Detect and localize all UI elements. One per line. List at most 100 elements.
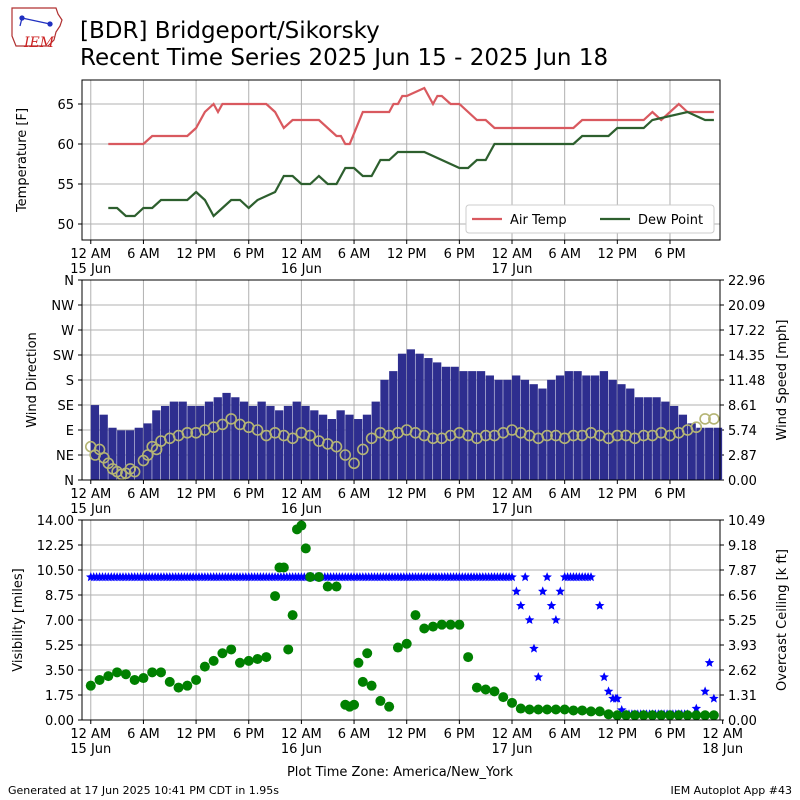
ceiling-point bbox=[498, 692, 509, 703]
chart-title-line-2: Recent Time Series 2025 Jun 15 - 2025 Ju… bbox=[80, 45, 609, 71]
ceiling-point bbox=[357, 676, 368, 687]
wind-speed-bar bbox=[406, 349, 415, 480]
x-date-label: 16 Jun bbox=[281, 502, 322, 517]
wind-speed-bar bbox=[204, 401, 214, 480]
wind-speed-bar bbox=[222, 392, 231, 480]
x-tick-label: 12 PM bbox=[176, 247, 216, 262]
ceiling-point bbox=[199, 661, 210, 672]
iem-logo-icon bbox=[11, 7, 63, 47]
y-right-tick-label: 10.49 bbox=[728, 514, 765, 529]
ceiling-point bbox=[410, 610, 421, 621]
y-tick-label: 1.75 bbox=[45, 689, 74, 704]
wind-direction-point bbox=[128, 465, 141, 478]
series-line-air-temp bbox=[108, 86, 714, 146]
ceiling-point bbox=[103, 671, 114, 682]
wind-speed-bar bbox=[283, 405, 293, 480]
x-tick-label: 12 AM bbox=[492, 487, 533, 502]
ceiling-point bbox=[191, 674, 202, 685]
wind-speed-bar bbox=[696, 427, 705, 480]
ceiling-point bbox=[112, 667, 123, 678]
y-tick-label: 14.00 bbox=[37, 514, 74, 529]
wind-speed-bar bbox=[397, 353, 407, 480]
y-tick-label: 7.00 bbox=[45, 614, 74, 629]
x-tick-label: 6 PM bbox=[654, 727, 685, 742]
y-tick-label: 10.50 bbox=[37, 564, 74, 579]
app-footer: IEM Autoplot App #43 bbox=[670, 784, 793, 797]
wind-direction-point bbox=[330, 440, 343, 453]
ceiling-point bbox=[515, 703, 526, 714]
ceiling-point bbox=[287, 610, 298, 621]
y-axis-label: Wind Direction bbox=[25, 332, 40, 428]
ceiling-point bbox=[612, 710, 623, 721]
x-tick-label: 12 AM bbox=[70, 727, 111, 742]
wind-speed-bar bbox=[678, 414, 688, 480]
ceiling-point bbox=[568, 705, 579, 716]
wind-direction-point bbox=[357, 443, 369, 456]
wind-direction-point bbox=[690, 421, 703, 434]
wind-speed-bar bbox=[433, 362, 442, 480]
wind-speed-bar bbox=[90, 405, 100, 480]
wind-speed-bar bbox=[669, 405, 679, 480]
wind-speed-bar bbox=[266, 405, 275, 480]
x-tick-label: 6 AM bbox=[338, 727, 371, 742]
wind-speed-bar bbox=[389, 371, 398, 480]
x-tick-label: 12 PM bbox=[387, 247, 427, 262]
y-tick-label: 0.00 bbox=[45, 714, 74, 729]
ceiling-point bbox=[349, 699, 360, 710]
x-tick-label: 6 PM bbox=[444, 487, 475, 502]
visibility-point bbox=[507, 572, 517, 582]
wind-direction-point bbox=[365, 432, 378, 445]
ceiling-point bbox=[550, 704, 561, 715]
wind-speed-bar bbox=[485, 375, 494, 480]
visibility-point bbox=[709, 693, 719, 703]
x-date-label: 18 Jun bbox=[702, 742, 743, 757]
y-tick-label: 60 bbox=[57, 138, 74, 153]
ceiling-point bbox=[155, 667, 166, 678]
y-tick-label: NW bbox=[51, 299, 74, 314]
x-date-label: 17 Jun bbox=[492, 262, 533, 277]
y-right-tick-label: 17.22 bbox=[728, 324, 765, 339]
x-date-label: 16 Jun bbox=[281, 742, 322, 757]
wind-direction-point bbox=[348, 457, 360, 470]
wind-speed-bar bbox=[564, 371, 573, 480]
y-tick-label: N bbox=[64, 474, 74, 489]
y-right-tick-label: 22.96 bbox=[728, 274, 765, 289]
x-date-label: 15 Jun bbox=[70, 502, 111, 517]
ceiling-point bbox=[691, 710, 702, 721]
ceiling-point bbox=[621, 710, 632, 721]
ceiling-point bbox=[708, 710, 719, 721]
ceiling-point bbox=[270, 591, 281, 602]
ceiling-point bbox=[533, 704, 544, 715]
wind-speed-bar bbox=[459, 371, 468, 480]
x-tick-label: 6 PM bbox=[233, 487, 264, 502]
ceiling-point bbox=[283, 644, 294, 655]
logo-text: IEM bbox=[24, 35, 55, 51]
x-tick-label: 12 PM bbox=[176, 487, 216, 502]
y-right-axis-label: Overcast Ceiling [k ft] bbox=[775, 549, 790, 691]
wind-speed-bar bbox=[705, 427, 714, 480]
ceiling-point bbox=[585, 706, 596, 717]
ceiling-point bbox=[182, 680, 193, 691]
visibility-point bbox=[542, 572, 552, 582]
wind-direction-point bbox=[427, 432, 439, 445]
wind-speed-bar bbox=[108, 427, 117, 480]
ceiling-point bbox=[305, 572, 316, 583]
wind-panel-frame bbox=[81, 279, 721, 481]
y-right-tick-label: 11.48 bbox=[728, 374, 765, 389]
ceiling-point bbox=[392, 642, 403, 653]
ceiling-point bbox=[673, 710, 684, 721]
ceiling-point bbox=[647, 710, 658, 721]
ceiling-point bbox=[296, 520, 307, 531]
y-right-tick-label: 0.00 bbox=[728, 474, 757, 489]
visibility-point bbox=[524, 615, 535, 624]
visibility-point bbox=[599, 672, 609, 682]
wind-speed-bar bbox=[143, 423, 152, 480]
ceiling-point bbox=[362, 648, 373, 659]
wind-speed-bar bbox=[125, 430, 135, 480]
visibility-point bbox=[533, 672, 544, 682]
wind-direction-point bbox=[611, 429, 624, 442]
y-right-tick-label: 6.56 bbox=[728, 589, 757, 604]
ceiling-point bbox=[173, 682, 184, 693]
ceiling-point bbox=[252, 653, 263, 664]
